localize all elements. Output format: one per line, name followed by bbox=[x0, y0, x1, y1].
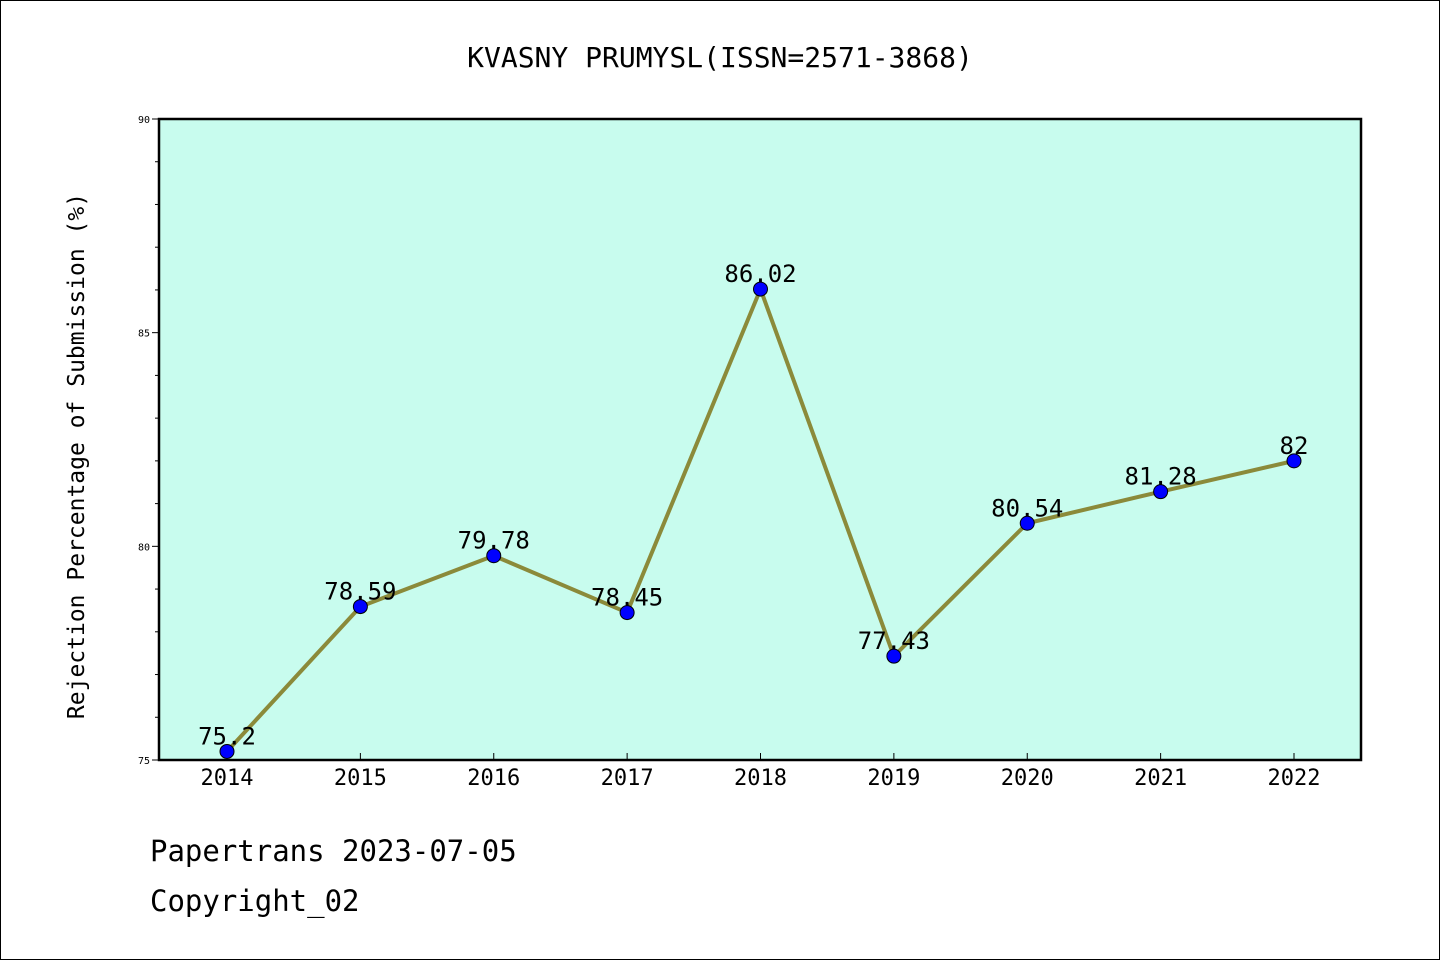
y-tick-label: 90 bbox=[138, 115, 150, 126]
x-tick-label: 2015 bbox=[334, 766, 387, 791]
plot-border bbox=[157, 117, 1363, 762]
data-point bbox=[1286, 453, 1302, 469]
x-tick-label: 2016 bbox=[467, 766, 520, 791]
x-tick-label: 2017 bbox=[601, 766, 654, 791]
data-label: 82 bbox=[1280, 432, 1309, 460]
chart-title: KVASNY PRUMYSL(ISSN=2571-3868) bbox=[467, 41, 973, 74]
data-point bbox=[352, 599, 368, 615]
data-point bbox=[486, 548, 502, 564]
data-label: 77.43 bbox=[858, 627, 930, 655]
data-label: 79.78 bbox=[458, 527, 530, 555]
y-axis: 75 80 85 90 bbox=[138, 115, 159, 767]
data-markers bbox=[219, 281, 1302, 759]
data-point bbox=[886, 648, 902, 664]
data-label: 78.59 bbox=[324, 578, 396, 606]
footer-date: Papertrans 2023-07-05 bbox=[150, 834, 517, 868]
x-tick-label: 2014 bbox=[201, 766, 254, 791]
x-tick-label: 2021 bbox=[1134, 766, 1187, 791]
data-point bbox=[1153, 484, 1169, 500]
y-tick-label: 75 bbox=[138, 756, 150, 767]
footer-copyright: Copyright_02 bbox=[150, 884, 360, 918]
data-label: 78.45 bbox=[591, 584, 663, 612]
data-point bbox=[619, 605, 635, 621]
plot-area bbox=[159, 119, 1361, 760]
data-point bbox=[753, 281, 768, 297]
data-label: 75.2 bbox=[198, 722, 256, 750]
data-label: 80.54 bbox=[991, 494, 1063, 522]
data-label: 81.28 bbox=[1125, 463, 1197, 491]
y-axis-label: Rejection Percentage of Submission (%) bbox=[64, 193, 90, 719]
data-point bbox=[219, 743, 235, 759]
x-tick-label: 2020 bbox=[1001, 766, 1054, 791]
y-tick-label: 85 bbox=[138, 329, 150, 340]
x-tick-label: 2022 bbox=[1268, 766, 1321, 791]
data-labels: 75.2 78.59 79.78 78.45 86.02 77.43 80.54 81.28 8… bbox=[198, 260, 1308, 750]
x-tick-label: 2018 bbox=[734, 766, 787, 791]
y-tick-label: 80 bbox=[138, 542, 150, 553]
x-axis: 2014 2015 2016 2017 2018 2019 2020 2021 2022 bbox=[201, 753, 1321, 791]
data-label: 86.02 bbox=[724, 260, 796, 288]
data-point bbox=[1019, 515, 1035, 531]
x-tick-label: 2019 bbox=[867, 766, 920, 791]
